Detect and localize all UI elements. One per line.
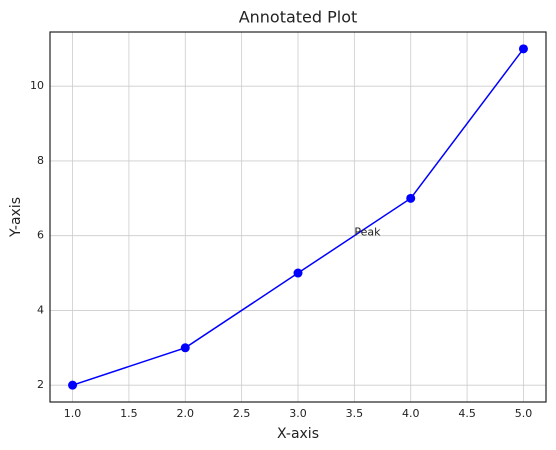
y-tick-label: 4 [37,303,44,316]
data-point [406,193,416,203]
x-tick-label: 3.0 [289,407,307,420]
annotation: Peak [354,226,381,239]
x-axis-label: X-axis [277,426,319,442]
x-tick-label: 4.0 [402,407,420,420]
y-tick-label: 2 [37,378,44,391]
x-tick-label: 2.5 [233,407,251,420]
plot-frame [49,31,547,403]
x-tick-label: 1.5 [120,407,138,420]
data-point [180,343,190,353]
y-axis-label: Y-axis [8,197,24,238]
y-tick-label: 10 [30,79,44,92]
x-tick-label: 5.0 [515,407,533,420]
x-tick-label: 1.0 [64,407,82,420]
data-point [518,44,528,54]
y-tick-label: 8 [37,154,44,167]
data-point [68,380,78,390]
chart-title: Annotated Plot [239,8,358,27]
x-tick-label: 3.5 [346,407,364,420]
y-tick-label: 6 [37,229,44,242]
data-point [293,268,303,278]
x-tick-label: 2.0 [177,407,195,420]
x-tick-label: 4.5 [458,407,476,420]
